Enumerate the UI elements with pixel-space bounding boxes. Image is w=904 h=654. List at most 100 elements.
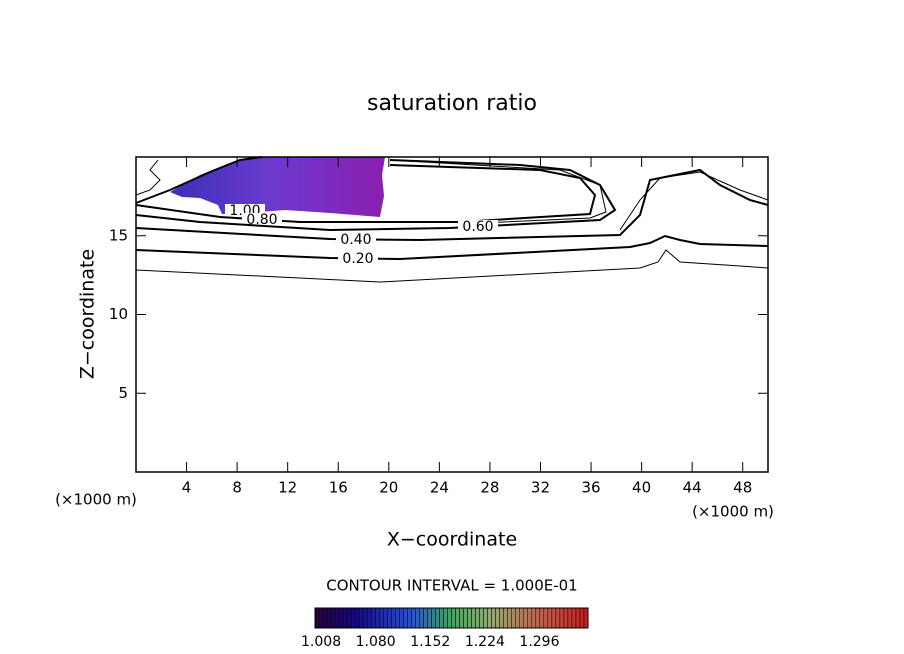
colorbar-cell: [330, 607, 336, 629]
colorbar-cell: [579, 607, 585, 629]
colorbar-cell: [547, 607, 553, 629]
contour-label: 0.20: [342, 251, 373, 267]
colorbar-cell: [334, 607, 340, 629]
colorbar-cell: [403, 607, 408, 629]
colorbar-cell: [338, 607, 344, 629]
colorbar-cell: [539, 607, 545, 629]
colorbar-tick-label: 1.080: [356, 634, 396, 650]
colorbar-cell: [415, 607, 420, 629]
colorbar-cell: [346, 607, 352, 629]
x-unit: (×1000 m): [692, 503, 774, 521]
y-unit: (×1000 m): [55, 491, 137, 509]
x-tick-label: 44: [683, 479, 702, 497]
x-tick-label: 12: [278, 479, 297, 497]
colorbar-cell: [455, 607, 460, 629]
contour-line: [135, 159, 617, 232]
supersaturated-fill: [170, 157, 385, 217]
contour-label-bg: [242, 213, 282, 227]
colorbar-cell: [443, 607, 448, 629]
colorbar-tick-label: 1.152: [410, 634, 450, 650]
colorbar-cell: [419, 607, 424, 629]
colorbar-cell: [326, 607, 332, 629]
contour-label-bg: [338, 252, 378, 266]
y-tick-label: 15: [109, 226, 128, 244]
colorbar-cell: [427, 607, 432, 629]
colorbar-cell: [407, 607, 412, 629]
colorbar-cell: [354, 607, 360, 629]
colorbar-cell: [475, 607, 480, 629]
colorbar-cell: [551, 607, 557, 629]
colorbar-cell: [487, 607, 492, 629]
colorbar-cell: [575, 607, 581, 629]
colorbar-cell: [527, 607, 533, 629]
x-tick-label: 4: [182, 479, 192, 497]
colorbar-cell: [350, 607, 356, 629]
colorbar-tick-label: 1.224: [465, 634, 505, 650]
colorbar-cell: [411, 607, 416, 629]
contour-line: [389, 159, 607, 225]
colorbar-cell: [370, 607, 376, 629]
colorbar-frame: [314, 607, 589, 629]
colorbar-cell: [543, 607, 549, 629]
colorbar-cell: [519, 607, 525, 629]
colorbar-cell: [318, 607, 324, 629]
colorbar-cell: [523, 607, 529, 629]
contour-label-bg: [458, 220, 498, 234]
colorbar-cell: [435, 607, 440, 629]
colorbar-cell: [467, 607, 472, 629]
colorbar-cell: [378, 607, 384, 629]
colorbar-cell: [391, 607, 396, 629]
x-tick-label: 32: [531, 479, 550, 497]
colorbar-cell: [358, 607, 364, 629]
contour-line: [619, 171, 769, 231]
colorbar-cell: [362, 607, 368, 629]
colorbar-cell: [507, 607, 512, 629]
colorbar-cell: [563, 607, 569, 629]
contour-line: [135, 156, 263, 204]
colorbar-cell: [559, 607, 565, 629]
colorbar-cell: [499, 607, 504, 629]
x-tick-label: 16: [329, 479, 348, 497]
colorbar-cell: [511, 607, 516, 629]
contour-label-bg: [336, 233, 376, 247]
colorbar-cell: [479, 607, 484, 629]
contour-label: 0.80: [246, 212, 277, 228]
colorbar-cell: [395, 607, 400, 629]
colorbar-cell: [495, 607, 500, 629]
colorbar-tick-label: 1.008: [301, 634, 341, 650]
contour-label: 0.40: [340, 232, 371, 248]
x-tick-label: 28: [480, 479, 499, 497]
colorbar-cell: [439, 607, 444, 629]
contour-label: 0.60: [462, 219, 493, 235]
colorbar-cell: [383, 607, 388, 629]
contour-line: [135, 159, 161, 196]
colorbar-tick-label: 1.296: [519, 634, 559, 650]
colorbar-cell: [431, 607, 436, 629]
colorbar-cell: [571, 607, 577, 629]
colorbar-cell: [366, 607, 372, 629]
colorbar-cell: [515, 607, 520, 629]
colorbar-cell: [583, 607, 589, 629]
x-tick-label: 48: [733, 479, 752, 497]
colorbar-cell: [451, 607, 456, 629]
colorbar-cell: [459, 607, 464, 629]
x-tick-label: 40: [632, 479, 651, 497]
contour-line: [135, 249, 769, 283]
x-tick-label: 20: [379, 479, 398, 497]
colorbar-cell: [531, 607, 537, 629]
colorbar-cell: [503, 607, 508, 629]
colorbar-cell: [423, 607, 428, 629]
colorbar-cell: [387, 607, 392, 629]
colorbar-cell: [447, 607, 452, 629]
chart-title: saturation ratio: [367, 91, 537, 116]
y-axis-label: Z−coordinate: [77, 249, 99, 379]
x-tick-label: 36: [581, 479, 600, 497]
colorbar-cell: [483, 607, 488, 629]
x-tick-label: 24: [430, 479, 449, 497]
contour-interval: CONTOUR INTERVAL = 1.000E-01: [326, 577, 577, 595]
colorbar-cell: [567, 607, 573, 629]
y-tick-label: 10: [109, 305, 128, 323]
colorbar-cell: [399, 607, 404, 629]
colorbar-cell: [491, 607, 496, 629]
